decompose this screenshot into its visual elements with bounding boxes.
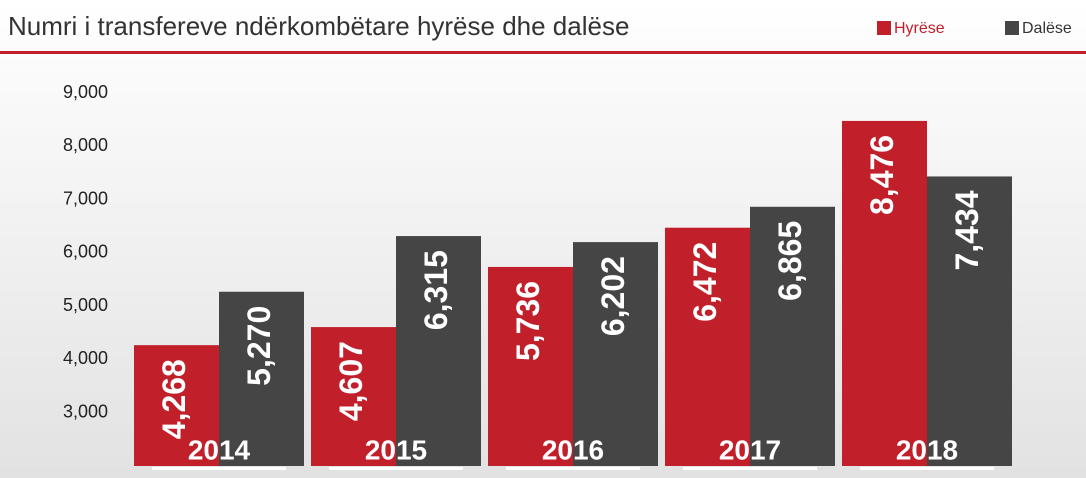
bar <box>488 266 573 466</box>
x-tick-underline <box>152 467 286 470</box>
value-label: 4,607 <box>333 341 369 421</box>
value-label: 7,434 <box>949 190 985 270</box>
x-tick-underline <box>860 467 994 470</box>
x-tick-label: 2016 <box>542 434 604 465</box>
bar <box>665 227 750 466</box>
value-label: 8,476 <box>864 135 900 215</box>
y-tick-label: 6,000 <box>63 242 108 262</box>
bar <box>927 176 1012 466</box>
value-label: 4,268 <box>156 359 192 439</box>
y-tick-label: 4,000 <box>63 348 108 368</box>
y-tick-label: 5,000 <box>63 295 108 315</box>
bar <box>134 345 219 466</box>
legend-swatch <box>1005 21 1019 35</box>
x-tick-underline <box>506 467 640 470</box>
value-label: 6,315 <box>418 250 454 330</box>
bar <box>750 206 835 466</box>
title-rule <box>0 51 1086 54</box>
bar <box>842 120 927 466</box>
legend-label: Hyrëse <box>894 20 945 37</box>
bar <box>396 236 481 466</box>
value-label: 5,270 <box>241 306 277 386</box>
y-tick-label: 7,000 <box>63 188 108 208</box>
x-tick-label: 2017 <box>719 434 781 465</box>
legend-swatch <box>877 21 891 35</box>
x-tick-underline <box>329 467 463 470</box>
value-label: 6,472 <box>687 242 723 322</box>
bar <box>573 242 658 466</box>
y-tick-label: 9,000 <box>63 82 108 102</box>
value-label: 6,865 <box>772 221 808 301</box>
x-tick-underline <box>683 467 817 470</box>
x-tick-label: 2015 <box>365 434 427 465</box>
bar <box>219 291 304 466</box>
legend-label: Dalëse <box>1022 20 1072 37</box>
bar <box>311 327 396 466</box>
chart-title: Numri i transfereve ndërkombëtare hyrëse… <box>8 11 629 41</box>
y-tick-label: 8,000 <box>63 135 108 155</box>
x-tick-label: 2018 <box>896 434 958 465</box>
value-label: 5,736 <box>510 281 546 361</box>
y-tick-label: 3,000 <box>63 401 108 421</box>
value-label: 6,202 <box>595 256 631 336</box>
x-tick-label: 2014 <box>188 434 251 465</box>
